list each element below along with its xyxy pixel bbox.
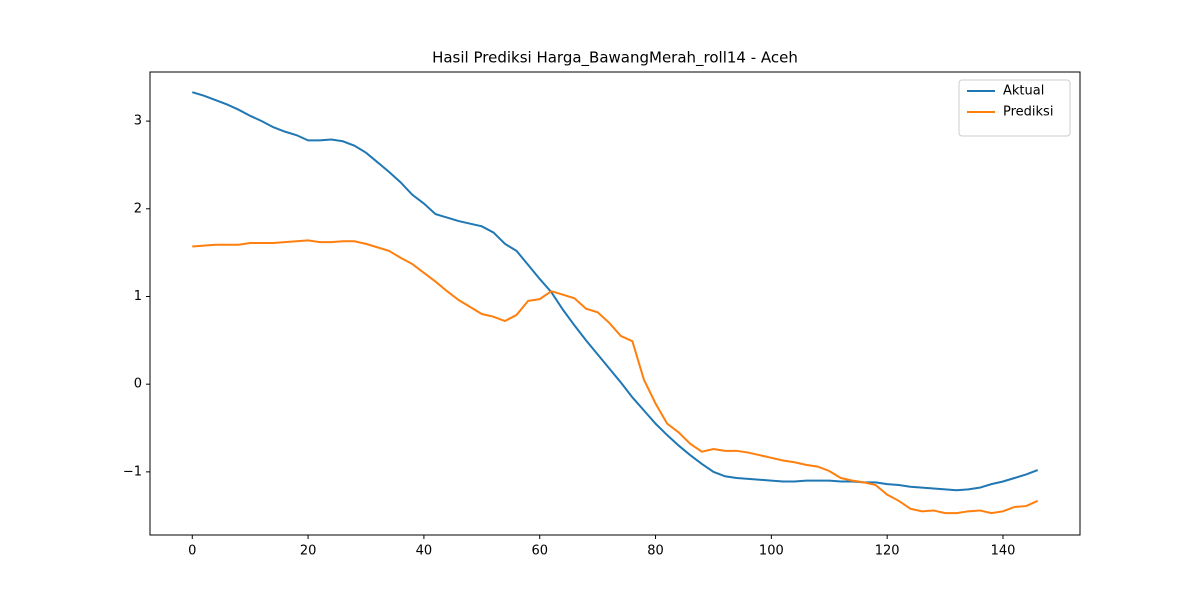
x-tick-label: 60 xyxy=(531,544,548,559)
y-tick-label: −1 xyxy=(123,464,142,479)
legend-label: Aktual xyxy=(1003,84,1044,99)
x-tick-label: 80 xyxy=(647,544,664,559)
x-tick-label: 140 xyxy=(991,544,1016,559)
legend-box xyxy=(958,79,1071,137)
x-tick-label: 100 xyxy=(759,544,784,559)
plot-frame xyxy=(149,71,1081,536)
x-tick-label: 120 xyxy=(875,544,900,559)
x-tick-label: 20 xyxy=(300,544,317,559)
x-tick-label: 0 xyxy=(188,544,196,559)
y-tick-label: 1 xyxy=(134,289,142,304)
y-tick-label: 2 xyxy=(134,201,142,216)
x-tick-label: 40 xyxy=(416,544,433,559)
series-line xyxy=(191,91,1039,492)
legend-label: Prediksi xyxy=(1003,105,1053,120)
y-tick-label: 0 xyxy=(134,377,142,392)
y-tick-label: 3 xyxy=(134,114,142,129)
chart-title: Hasil Prediksi Harga_BawangMerah_roll14 … xyxy=(432,49,798,68)
series-line xyxy=(192,239,1039,515)
